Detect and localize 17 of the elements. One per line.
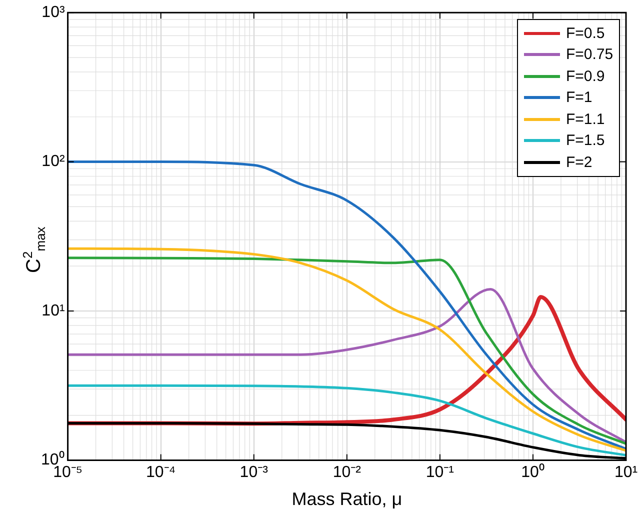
x-axis-title: Mass Ratio, μ	[292, 489, 402, 510]
y-tick-label: 10³	[42, 4, 66, 22]
legend-label: F=0.5	[566, 24, 605, 42]
legend-label: F=0.9	[566, 68, 605, 85]
legend-label: F=2	[566, 154, 592, 171]
x-tick-label: 10⁻³	[240, 464, 269, 482]
x-tick-label: 10⁻⁴	[146, 464, 176, 482]
y-tick-label: 10²	[42, 153, 66, 170]
legend-label: F=1.1	[566, 110, 605, 128]
x-tick-label: 10⁻²	[332, 464, 362, 482]
x-tick-label: 10¹	[614, 464, 638, 482]
legend-label: F=1	[566, 89, 592, 106]
x-tick-label: 10⁰	[521, 463, 545, 482]
y-tick-label: 10¹	[42, 302, 65, 320]
x-tick-label: 10⁻¹	[426, 464, 454, 482]
legend-label: F=0.75	[566, 46, 614, 64]
legend-label: F=1.5	[566, 132, 605, 150]
